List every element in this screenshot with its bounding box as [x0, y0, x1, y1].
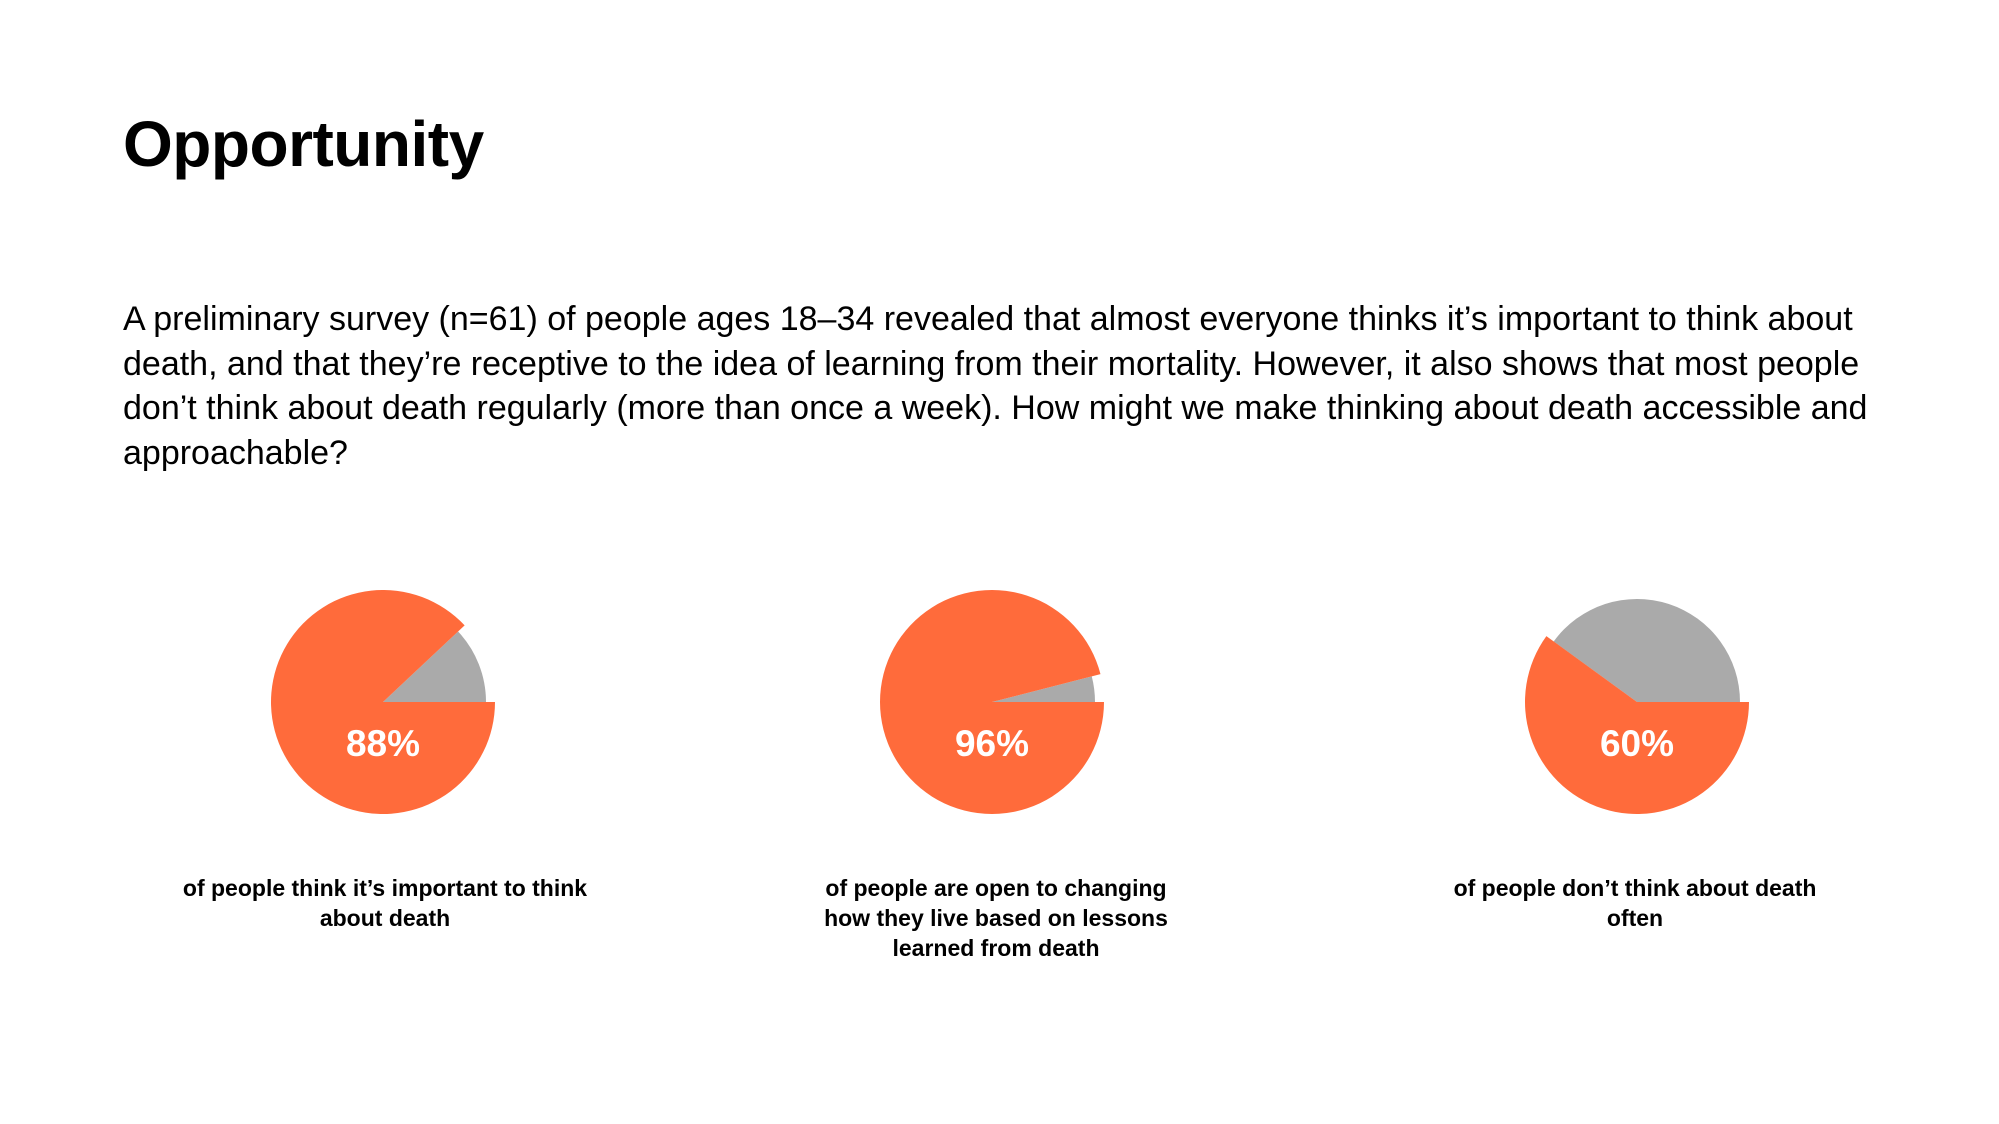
- pie-slice-highlight-not-often: [1525, 636, 1749, 815]
- pie-chart-not-often-svg: 60%: [1525, 599, 1749, 815]
- pie-chart-open-to-change: 96%: [862, 572, 1122, 832]
- pie-caption-open-to-change: of people are open to changing how they …: [824, 875, 1168, 961]
- intro-paragraph: A preliminary survey (n=61) of people ag…: [123, 300, 1868, 472]
- pie-percent-label-not-often: 60%: [1600, 723, 1674, 764]
- pie-caption-important: of people think it’s important to think …: [182, 875, 588, 931]
- pie-slice-remainder-important: [383, 631, 486, 702]
- pie-slice-highlight-important: [271, 590, 495, 815]
- pie-chart-not-often: 60%: [1507, 572, 1767, 832]
- pie-percent-label-open-to-change: 96%: [955, 723, 1029, 764]
- pie-slice-remainder-open-to-change: [992, 676, 1095, 702]
- pie-chart-open-to-change-svg: 96%: [880, 590, 1104, 815]
- pie-chart-important: 88%: [253, 572, 513, 832]
- pie-caption-not-often: of people don’t think about death often: [1453, 875, 1817, 931]
- page-title: Opportunity: [123, 108, 484, 180]
- pie-slice-highlight-open-to-change: [880, 590, 1104, 815]
- pie-chart-important-svg: 88%: [271, 590, 495, 815]
- pie-slice-remainder-not-often: [1553, 599, 1740, 702]
- pie-percent-label-important: 88%: [346, 723, 420, 764]
